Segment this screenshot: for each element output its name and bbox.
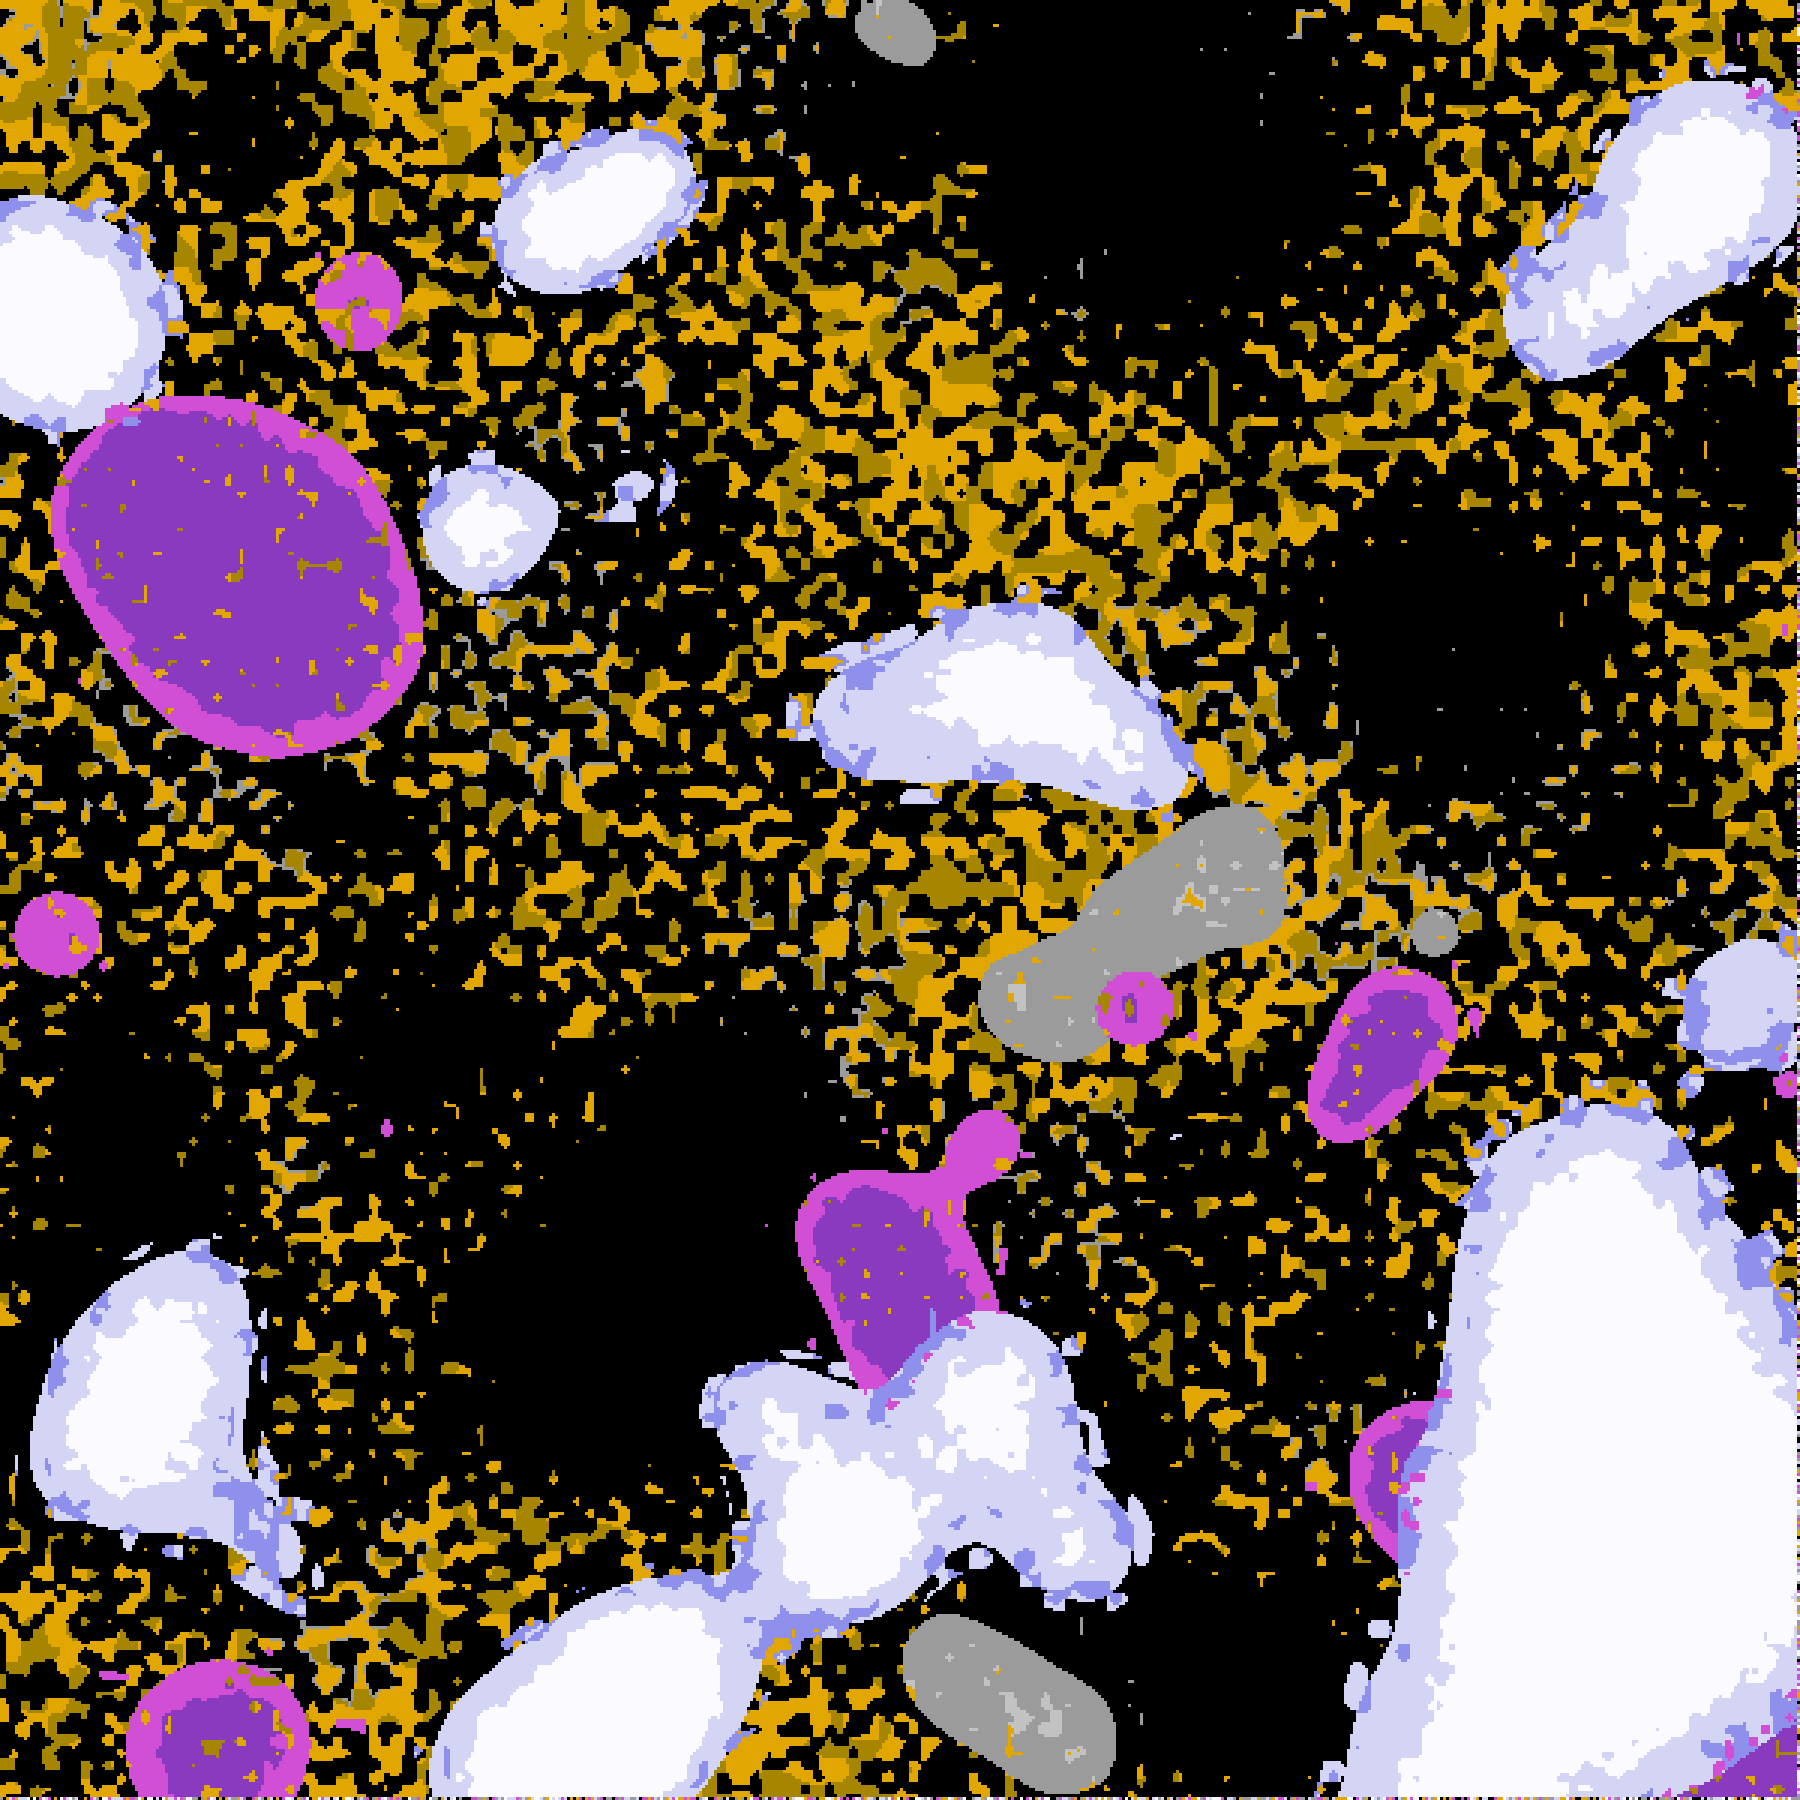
screen: { "image": { "kind": "false-color-satell… xyxy=(0,0,1800,1800)
satellite-image-viewport xyxy=(0,0,1800,1800)
false-color-satellite-image xyxy=(0,0,1800,1800)
